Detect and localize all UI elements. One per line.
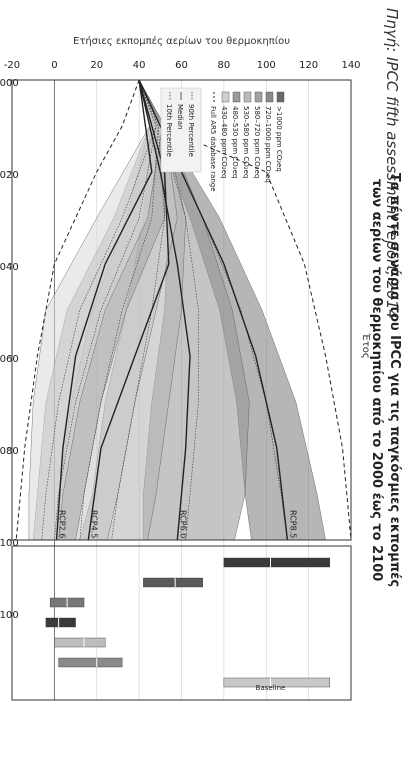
legend-swatch [221,91,230,103]
x-tick-label: 2000 [0,78,19,89]
y-tick-label: 120 [299,60,318,71]
legend-stat-entry: Median [176,104,184,129]
line-rcp2-6 [55,79,153,541]
legend-swatch [265,91,274,103]
legend-entry: 580–720 ppm CO₂eq [253,106,261,178]
side-panel-frame [11,545,352,701]
side-panel-baseline-label: Baseline [256,684,286,692]
legend-entry: 430–480 ppm CO₂eq [220,106,228,178]
legend-entry: >1000 ppm CO₂eq [275,106,283,172]
legend-swatch [243,91,252,103]
legend-swatch [254,91,263,103]
x-tick-label: 2020 [0,170,19,181]
side-bar [223,557,331,568]
side-panel: Baseline 2100 [0,545,352,701]
y-tick-label: 100 [257,60,276,71]
side-panel-tick-label: 2100 [0,610,19,621]
y-tick-label: 140 [341,60,360,71]
x-tick-label: 2100 [0,538,19,549]
side-bar [45,617,76,628]
x-tick-label: 2080 [0,446,19,457]
y-tick-label: -20 [4,60,20,71]
axes: -200204060801001201402000202020402060208… [0,60,361,549]
side-bar [143,577,203,588]
median-line [41,79,157,541]
y-tick-label: 60 [175,60,188,71]
title-line-2: των αερίων του θερμοκηπίου από το 2000 έ… [369,179,384,582]
rcp-label: RCP4.5 [89,510,98,538]
y-tick-label: 40 [133,60,146,71]
legend-stats-box [160,87,202,173]
rcp-label: RCP8.5 [288,510,297,538]
line-rcp6-0 [138,79,191,541]
source-note: Πηγή: IPCC fifth assessment report, 2014 [383,8,401,319]
side-bar [223,677,331,688]
line-rcp4-5 [87,79,170,541]
legend-entry: 530–580 ppm CO₂eq [242,106,250,178]
legend-entry: 480–530 ppm CO₂eq [231,106,239,178]
y-tick-label: 80 [218,60,231,71]
side-bar [54,637,106,648]
legend-entry: 720–1000 ppm CO₂eq [264,106,272,183]
median-line [138,79,199,541]
legend-stat-entry: 90th Percentile [187,104,195,157]
y-tick-label: 20 [90,60,103,71]
legend-swatch [232,91,241,103]
median-line [79,79,159,541]
plot-frame [11,79,352,541]
rcp-label: RCP2.6 [57,510,66,538]
title-line-1: Τα πέντε σενάρια του IPCC για τις παγκόσ… [387,173,402,587]
rcp-label: RCP6.0 [178,510,187,538]
x-tick-label: 2060 [0,354,19,365]
ar5-range-upper [138,79,352,541]
legend-entry: Full AR5 database range [209,106,217,192]
x-axis-label: Έτος [360,332,372,358]
legend-swatch [276,91,285,103]
legend-stat-entry: 10th Percentile [165,104,173,157]
ar5-range-lower [15,79,140,541]
side-bar [58,657,123,668]
y-axis-label: Ετήσιες εκπομπές αερίων του θερμοκηπίου [73,35,290,47]
y-tick-label: 0 [51,60,57,71]
